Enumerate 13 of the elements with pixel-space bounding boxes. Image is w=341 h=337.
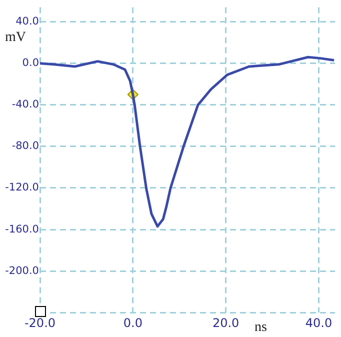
x-axis-title: ns [254,320,267,335]
y-tick-label: 0.0 [22,57,39,70]
y-tick-label: 40.0 [16,16,39,28]
y-tick-label: -120.0 [5,182,39,194]
y-axis-title: mV [5,30,26,45]
x-tick-label: 20.0 [212,316,240,330]
y-tick-label: -160.0 [5,223,39,236]
x-tick-label: -20.0 [24,316,56,330]
y-tick-label: -200.0 [5,264,39,277]
x-tick-label: 0.0 [123,316,142,330]
x-tick-label: 40.0 [305,316,332,330]
y-tick-label: -80.0 [12,140,39,152]
y-tick-label: -40.0 [12,98,39,111]
